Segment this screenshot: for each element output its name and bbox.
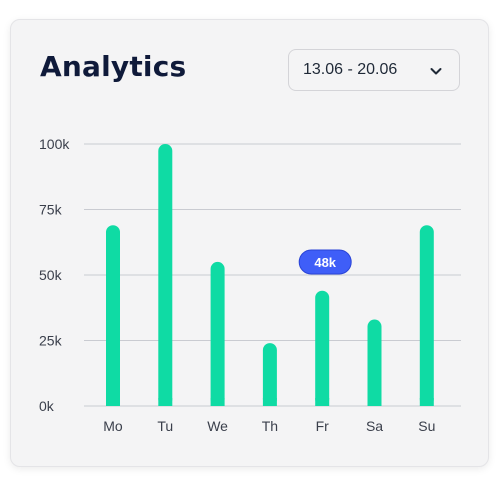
y-tick-label: 100k xyxy=(39,136,70,152)
bar-base xyxy=(158,398,173,406)
x-tick-label: Su xyxy=(418,418,435,434)
x-tick-label: We xyxy=(207,418,228,434)
bar-base xyxy=(315,398,330,406)
bar xyxy=(262,343,277,406)
y-tick-label: 25k xyxy=(39,333,63,349)
date-range-select[interactable]: 13.06 - 20.06 xyxy=(288,49,460,91)
bar xyxy=(419,225,434,406)
bar-base xyxy=(367,398,382,406)
x-tick-label: Mo xyxy=(103,418,123,434)
bar xyxy=(210,261,225,406)
value-tooltip xyxy=(298,249,352,275)
bar xyxy=(106,225,120,406)
bar xyxy=(367,319,382,406)
y-tick-label: 75k xyxy=(39,202,63,218)
y-tick-label: 0k xyxy=(39,398,55,414)
date-range-label: 13.06 - 20.06 xyxy=(303,61,398,78)
tooltip-label: 48k xyxy=(314,255,336,270)
analytics-card: Analytics 13.06 - 20.06 xyxy=(10,19,489,467)
bar-base xyxy=(262,398,277,406)
x-tick-label: Th xyxy=(262,418,278,434)
card-title: Analytics xyxy=(40,50,187,83)
bar-base xyxy=(210,398,225,406)
x-tick-label: Fr xyxy=(316,418,330,434)
bar-base xyxy=(106,398,120,406)
bar xyxy=(315,290,330,406)
x-tick-label: Sa xyxy=(366,418,383,434)
y-tick-label: 50k xyxy=(39,267,63,283)
chevron-down-icon xyxy=(430,68,442,75)
bar xyxy=(158,144,173,406)
x-tick-label: Tu xyxy=(157,418,173,434)
bar-base xyxy=(419,398,434,406)
